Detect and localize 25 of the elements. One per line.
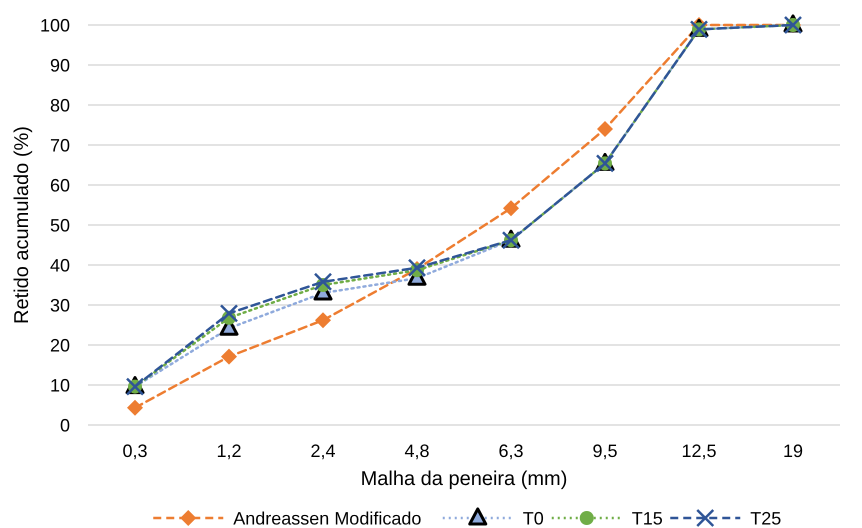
y-tick-label: 90 (50, 55, 70, 76)
y-tick-label: 60 (50, 175, 70, 196)
x-axis-title: Malha da peneira (mm) (360, 468, 568, 490)
legend-label: T25 (750, 508, 782, 528)
y-tick-label: 20 (50, 335, 70, 356)
x-tick-label: 12,5 (681, 441, 717, 461)
y-tick-label: 100 (40, 15, 70, 36)
y-tick-label: 50 (50, 215, 70, 236)
x-tick-label: 9,5 (592, 441, 618, 461)
legend-label: Andreassen Modificado (233, 508, 422, 528)
y-tick-label: 10 (50, 375, 70, 396)
x-tick-label: 4,8 (404, 441, 430, 461)
y-tick-label: 80 (50, 95, 70, 116)
y-tick-label: 0 (60, 415, 70, 436)
y-axis-title: Retido acumulado (%) (11, 126, 33, 324)
x-tick-label: 19 (782, 441, 804, 461)
x-tick-label: 6,3 (498, 441, 524, 461)
x-tick-label: 0,3 (122, 441, 148, 461)
legend-label: T0 (522, 508, 544, 528)
x-tick-label: 2,4 (310, 441, 336, 461)
legend-label: T15 (632, 508, 663, 528)
y-tick-label: 30 (50, 295, 70, 316)
x-tick-label: 1,2 (216, 441, 242, 461)
y-tick-label: 40 (50, 255, 70, 276)
y-tick-label: 70 (50, 135, 70, 156)
